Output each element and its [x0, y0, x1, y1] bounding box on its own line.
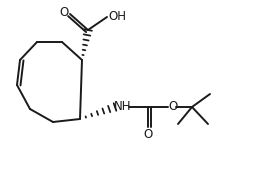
Text: O: O — [168, 100, 178, 114]
Text: OH: OH — [108, 9, 126, 23]
Text: NH: NH — [114, 100, 132, 114]
Text: O: O — [59, 7, 69, 19]
Text: O: O — [143, 128, 153, 141]
